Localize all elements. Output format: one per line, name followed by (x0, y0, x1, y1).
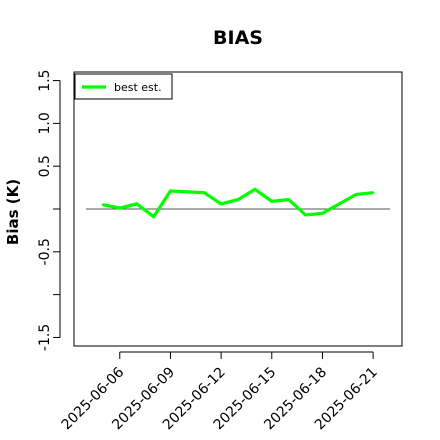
data-point (118, 206, 122, 210)
data-point (236, 198, 240, 201)
data-point (101, 203, 105, 206)
data-point (270, 200, 273, 203)
y-tick-label: 1.0 (37, 112, 53, 134)
series-points (101, 188, 375, 218)
data-point (371, 191, 375, 194)
legend-label: best est. (114, 81, 162, 94)
data-point (304, 213, 307, 217)
chart-title: BIAS (213, 27, 263, 49)
data-point (203, 191, 206, 194)
y-axis: -1.5 -0.5 0.5 1.0 1.5 (37, 69, 61, 351)
data-point (219, 202, 223, 206)
data-point (152, 215, 155, 218)
data-point (321, 212, 324, 215)
data-point (355, 193, 358, 196)
data-point (169, 189, 172, 193)
data-point (287, 198, 290, 201)
y-tick-label: 0.5 (37, 155, 53, 177)
y-tick-label: -0.5 (37, 238, 53, 265)
x-axis: 2025-06-062025-06-092025-06-122025-06-15… (59, 351, 381, 433)
plot-frame (73, 71, 403, 347)
legend: best est. (74, 73, 173, 100)
y-axis-label: Bias (K) (4, 179, 22, 245)
y-tick-label: 1.5 (37, 69, 53, 91)
series-line-best-est (102, 187, 374, 220)
data-point (338, 202, 341, 206)
data-point (135, 202, 138, 206)
data-point (253, 188, 257, 191)
legend-box (74, 73, 173, 100)
y-tick-label: -1.5 (37, 324, 53, 351)
